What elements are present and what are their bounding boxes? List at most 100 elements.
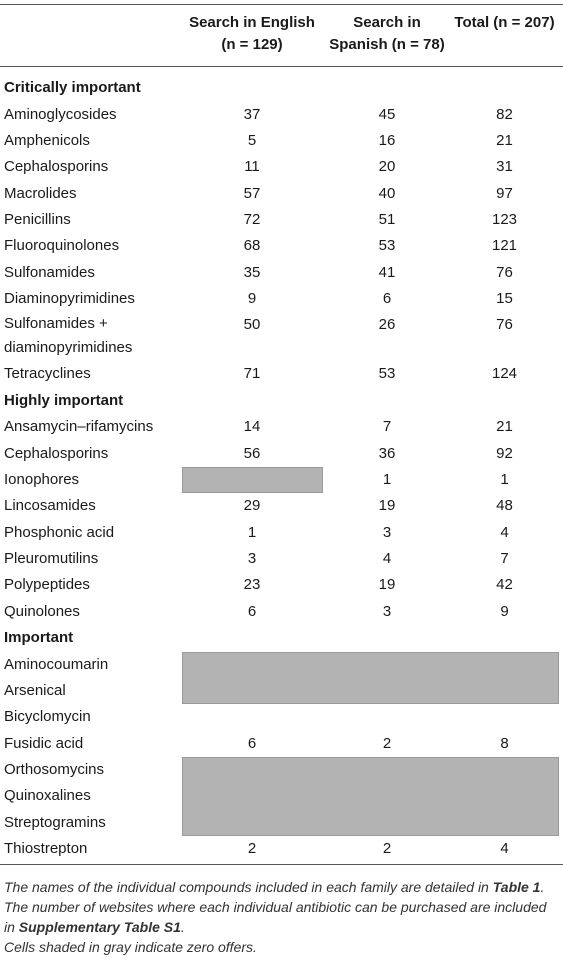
cell-total: 4 [500,840,509,857]
row-label: Ansamycin–rifamycins [4,418,154,435]
table-row: Arsenical [0,678,563,704]
cell-english: 14 [243,418,261,435]
cell-english: 5 [247,132,257,149]
cell-english: 68 [243,237,261,254]
cell-english: 9 [247,290,257,307]
footnote-line-3: in Supplementary Table S1. [4,919,185,935]
cell-total: 9 [500,603,509,620]
row-label: Lincosamides [4,497,96,514]
section-highly-important: Highly important [0,388,563,414]
cell-english: 35 [243,264,261,281]
cell-english: 11 [244,158,260,175]
table-row: Sulfonamides + diaminopyrimidines 50 26 76 [0,312,563,362]
cell-spanish: 7 [382,418,392,435]
cell-spanish: 16 [378,132,396,149]
cell-total: 4 [500,524,509,541]
table-row: Fluoroquinolones 68 53 121 [0,233,563,259]
table-row: Amphenicols 5 16 21 [0,128,563,154]
row-label: Diaminopyrimidines [4,290,135,307]
zero-cell-block-orthosomycins-streptogramins [182,757,559,836]
cell-spanish: 45 [378,106,396,123]
cell-english: 29 [243,497,261,514]
cell-spanish: 53 [378,365,396,382]
table-1-reference: Table 1 [492,879,541,895]
cell-english: 56 [243,445,261,462]
row-label: Pleuromutilins [4,550,99,567]
cell-english: 3 [247,550,257,567]
row-label: Highly important [4,392,124,409]
cell-spanish: 36 [378,445,396,462]
cell-spanish: 3 [382,524,392,541]
table-row: Lincosamides 29 19 48 [0,493,563,519]
row-label: Cephalosporins [4,158,109,175]
cell-spanish: 51 [378,211,396,228]
table-row: Streptogramins [0,810,563,836]
zero-cell-block-aminocoumarin-arsenical [182,652,559,704]
row-label: Aminoglycosides [4,106,117,123]
cell-total: 121 [491,237,518,254]
table-row: Tetracyclines 71 53 124 [0,361,563,387]
cell-english: 2 [247,840,257,857]
table-row: Quinoxalines [0,783,563,809]
cell-total: 123 [491,211,518,228]
cell-total: 21 [496,418,513,435]
table-bottom-rule [0,864,563,865]
row-label: Macrolides [4,185,77,202]
row-label: Orthosomycins [4,761,105,778]
cell-spanish: 41 [378,264,396,281]
row-label: Cephalosporins [4,445,109,462]
row-label: Streptogramins [4,814,106,831]
row-label: Amphenicols [4,132,90,149]
header-bottom-rule [0,66,563,67]
table-row: Orthosomycins [0,757,563,783]
cell-total: 97 [496,185,513,202]
table-row: Penicillins 72 51 123 [0,207,563,233]
row-label: Important [4,629,74,646]
cell-spanish: 1 [382,471,392,488]
row-label: Quinolones [4,603,80,620]
section-critically-important: Critically important [0,75,563,101]
cell-spanish: 19 [378,576,396,593]
table-row: Polypeptides 23 19 42 [0,572,563,598]
cell-english: 6 [247,603,257,620]
footnote-line-2: The number of websites where each indivi… [4,899,547,915]
row-label: Fluoroquinolones [4,237,120,254]
cell-english: 57 [243,185,261,202]
row-label: Sulfonamides [4,264,95,281]
row-label: Polypeptides [4,576,90,593]
cell-english: 72 [243,211,261,228]
table-row: Aminocoumarin [0,652,563,678]
row-label: Aminocoumarin [4,656,109,673]
table-row: Sulfonamides 35 41 76 [0,260,563,286]
cell-spanish: 4 [382,550,392,567]
col-header-total: Total (n = 207) [454,14,555,31]
table-row: Ansamycin–rifamycins 14 7 21 [0,414,563,440]
table-row: Diaminopyrimidines 9 6 15 [0,286,563,312]
cell-total: 76 [496,264,513,281]
cell-total: 82 [496,106,513,123]
cell-total: 31 [496,158,513,175]
cell-total: 92 [496,445,513,462]
cell-spanish: 53 [378,237,396,254]
cell-spanish: 40 [378,185,396,202]
table-footnote: The names of the individual compounds in… [4,877,560,957]
cell-spanish: 3 [382,603,392,620]
row-label-line1: Sulfonamides + [4,315,108,332]
row-label: Phosphonic acid [4,524,115,541]
table-row: Cephalosporins 56 36 92 [0,441,563,467]
footnote-line-1: The names of the individual compounds in… [4,879,545,895]
cell-english: 71 [243,365,261,382]
cell-total: 7 [500,550,509,567]
table-row: Pleuromutilins 3 4 7 [0,546,563,572]
cell-spanish: 2 [382,840,392,857]
row-label: Sulfonamides + diaminopyrimidines [4,312,132,360]
table-row: Bicyclomycin [0,704,563,730]
row-label: Fusidic acid [4,735,84,752]
cell-total: 48 [496,497,513,514]
col-header-spanish: Search in Spanish (n = 78) [329,14,445,53]
table-row: Ionophores 1 1 [0,467,563,493]
table-row: Cephalosporins 11 20 31 [0,154,563,180]
cell-spanish: 20 [378,158,396,175]
row-label: Penicillins [4,211,71,228]
cell-english: 23 [243,576,261,593]
